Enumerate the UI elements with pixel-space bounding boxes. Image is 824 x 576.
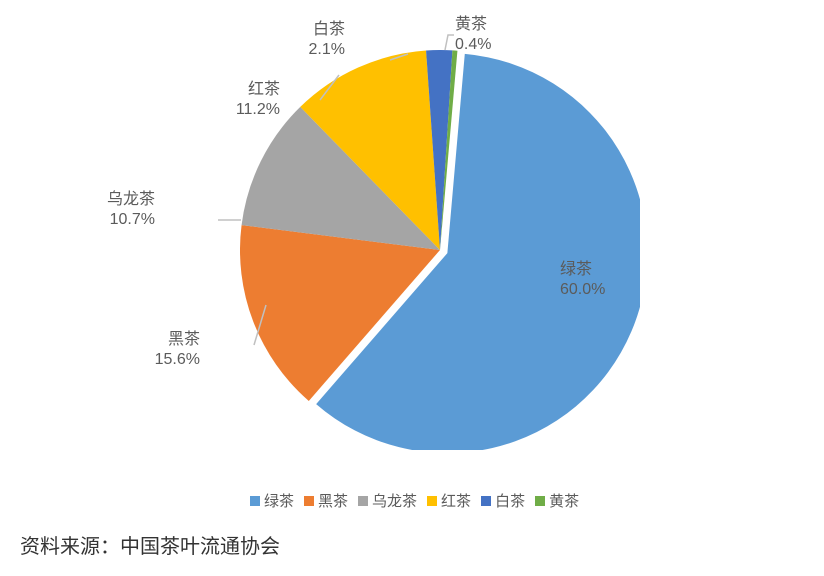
slice-label-黄茶: 黄茶0.4% bbox=[455, 15, 491, 55]
legend-item-黄茶: 黄茶 bbox=[535, 490, 579, 511]
legend: 绿茶 黑茶 乌龙茶 红茶 白茶 黄茶 bbox=[250, 490, 589, 511]
slice-label-乌龙茶: 乌龙茶10.7% bbox=[107, 190, 155, 230]
legend-swatch bbox=[481, 496, 491, 506]
slice-label-name: 乌龙茶 bbox=[107, 190, 155, 210]
legend-swatch bbox=[358, 496, 368, 506]
legend-label: 黑茶 bbox=[318, 493, 348, 510]
legend-swatch bbox=[427, 496, 437, 506]
legend-label: 白茶 bbox=[495, 493, 525, 510]
legend-label: 乌龙茶 bbox=[372, 493, 417, 510]
source-text: 资料来源：中国茶叶流通协会 bbox=[20, 530, 280, 559]
leader-line bbox=[445, 35, 454, 50]
slice-label-红茶: 红茶11.2% bbox=[236, 80, 280, 120]
pie-chart bbox=[240, 50, 640, 450]
slice-label-name: 黄茶 bbox=[455, 15, 491, 35]
slice-label-绿茶: 绿茶60.0% bbox=[560, 260, 605, 300]
chart-container: 绿茶60.0%黑茶15.6%乌龙茶10.7%红茶11.2%白茶2.1%黄茶0.4… bbox=[0, 0, 824, 576]
slice-label-percent: 0.4% bbox=[455, 35, 491, 55]
legend-item-红茶: 红茶 bbox=[427, 490, 471, 511]
slice-label-percent: 60.0% bbox=[560, 280, 605, 300]
legend-swatch bbox=[250, 496, 260, 506]
legend-item-白茶: 白茶 bbox=[481, 490, 525, 511]
legend-item-乌龙茶: 乌龙茶 bbox=[358, 490, 417, 511]
legend-label: 红茶 bbox=[441, 493, 471, 510]
legend-item-绿茶: 绿茶 bbox=[250, 490, 294, 511]
slice-label-name: 黑茶 bbox=[155, 330, 200, 350]
legend-swatch bbox=[304, 496, 314, 506]
slice-label-白茶: 白茶2.1% bbox=[309, 20, 345, 60]
legend-label: 绿茶 bbox=[264, 493, 294, 510]
legend-item-黑茶: 黑茶 bbox=[304, 490, 348, 511]
slice-label-percent: 11.2% bbox=[236, 100, 280, 120]
legend-swatch bbox=[535, 496, 545, 506]
slice-label-percent: 10.7% bbox=[107, 210, 155, 230]
slice-label-percent: 2.1% bbox=[309, 40, 345, 60]
slice-label-name: 绿茶 bbox=[560, 260, 605, 280]
slice-label-percent: 15.6% bbox=[155, 350, 200, 370]
slice-label-name: 白茶 bbox=[309, 20, 345, 40]
slice-label-黑茶: 黑茶15.6% bbox=[155, 330, 200, 370]
legend-label: 黄茶 bbox=[549, 493, 579, 510]
slice-label-name: 红茶 bbox=[236, 80, 280, 100]
